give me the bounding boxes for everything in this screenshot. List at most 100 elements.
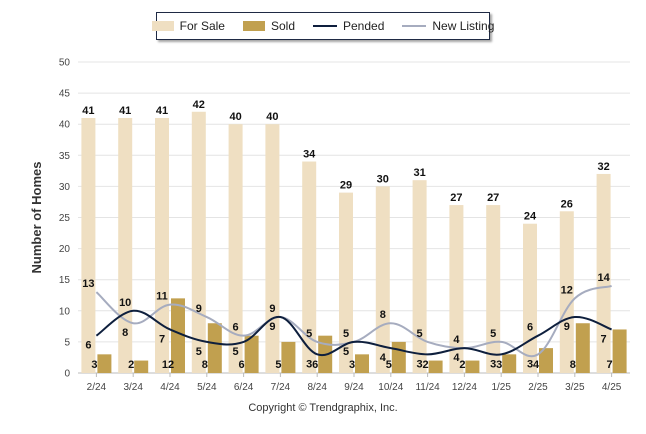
data-label-for-sale: 40	[229, 111, 241, 123]
bar-for-sale	[191, 111, 206, 373]
y-tick-label: 45	[59, 89, 71, 100]
bar-for-sale	[228, 124, 243, 373]
y-tick-label: 40	[59, 120, 71, 131]
bar-sold	[134, 360, 149, 373]
bar-for-sale	[412, 180, 427, 373]
bar-for-sale	[523, 223, 537, 373]
data-label-pended: 9	[564, 321, 570, 333]
data-label-new-listing: 4	[453, 352, 460, 364]
y-tick-label: 15	[59, 275, 71, 286]
data-label-new-listing: 5	[343, 346, 349, 358]
data-label-for-sale: 41	[82, 105, 94, 117]
data-label-for-sale: 34	[303, 149, 316, 161]
data-label-sold: 4	[533, 359, 540, 371]
data-label-for-sale: 26	[561, 198, 573, 210]
legend-item-sold: Sold	[242, 19, 295, 33]
data-label-pended: 6	[527, 322, 533, 334]
x-tick-label: 11/24	[415, 382, 440, 393]
data-label-for-sale: 27	[487, 192, 499, 204]
data-label-pended: 4	[380, 352, 387, 364]
bar-sold	[428, 360, 443, 373]
data-label-sold: 12	[162, 359, 174, 371]
data-label-for-sale: 31	[413, 167, 425, 179]
data-label-new-listing: 8	[380, 309, 386, 321]
data-label-new-listing: 5	[306, 328, 312, 340]
data-label-pended: 3	[306, 358, 312, 370]
data-label-new-listing: 6	[233, 322, 239, 334]
bar-for-sale	[339, 192, 353, 373]
y-tick-label: 0	[64, 369, 70, 380]
bar-sold	[244, 335, 259, 373]
data-label-sold: 7	[607, 359, 613, 371]
copyright-text: Copyright © Trendgraphix, Inc.	[248, 402, 398, 414]
legend-swatch-for-sale	[151, 21, 174, 31]
bar-sold	[171, 298, 185, 373]
y-axis-label: Number of Homes	[29, 162, 44, 274]
data-label-pended: 3	[417, 358, 423, 370]
x-tick-label: 5/24	[197, 382, 217, 393]
data-label-new-listing: 9	[269, 321, 275, 333]
bar-for-sale	[81, 117, 96, 373]
data-label-for-sale: 42	[193, 99, 205, 111]
data-label-sold: 2	[128, 359, 134, 371]
legend-line-new-listing	[402, 25, 427, 27]
bar-sold	[612, 329, 627, 373]
data-label-new-listing: 13	[82, 278, 94, 290]
x-tick-label: 4/24	[160, 382, 180, 393]
legend-label-for-sale: For Sale	[179, 19, 225, 33]
x-tick-label: 12/24	[452, 382, 477, 393]
data-label-pended: 7	[601, 333, 607, 345]
data-label-new-listing: 8	[122, 327, 128, 339]
x-tick-label: 4/25	[602, 382, 622, 393]
data-label-for-sale: 41	[119, 105, 131, 117]
data-label-sold: 5	[275, 359, 281, 371]
x-tick-label: 2/24	[87, 382, 107, 393]
data-label-new-listing: 5	[417, 328, 423, 340]
bar-sold	[355, 354, 369, 373]
legend-label-new-listing: New Listing	[432, 19, 495, 33]
bar-for-sale	[449, 205, 464, 373]
y-tick-label: 25	[59, 213, 71, 224]
data-label-for-sale: 24	[524, 211, 537, 223]
data-label-sold: 3	[91, 359, 97, 371]
x-tick-label: 1/25	[491, 382, 511, 393]
data-label-sold: 2	[423, 359, 429, 371]
legend-item-for-sale: For Sale	[151, 19, 225, 33]
data-label-sold: 3	[349, 359, 355, 371]
bar-for-sale	[118, 117, 133, 373]
x-tick-label: 9/24	[344, 382, 364, 393]
data-label-for-sale: 27	[450, 192, 462, 204]
legend-label-pended: Pended	[343, 19, 385, 33]
legend-line-pended	[313, 25, 337, 27]
y-tick-label: 20	[59, 244, 71, 255]
y-tick-label: 5	[64, 337, 70, 348]
bar-sold	[502, 354, 517, 373]
legend-label-sold: Sold	[270, 19, 295, 33]
x-tick-label: 6/24	[234, 382, 254, 393]
data-label-pended: 5	[196, 346, 202, 358]
x-tick-label: 3/24	[123, 382, 143, 393]
data-label-for-sale: 32	[597, 161, 609, 173]
data-label-new-listing: 3	[527, 358, 533, 370]
bar-for-sale	[559, 211, 574, 373]
data-label-sold: 6	[239, 359, 245, 371]
bar-sold	[539, 348, 553, 373]
x-tick-label: 10/24	[378, 382, 403, 393]
data-label-new-listing: 9	[196, 303, 202, 315]
legend-swatch-sold	[242, 21, 265, 31]
data-label-sold: 8	[570, 359, 576, 371]
data-label-pended: 9	[269, 303, 275, 315]
data-label-pended: 6	[85, 340, 91, 352]
y-tick-label: 50	[59, 58, 71, 69]
data-label-for-sale: 29	[340, 180, 352, 192]
data-label-sold: 5	[386, 359, 392, 371]
bar-sold	[97, 354, 112, 373]
bar-for-sale	[486, 205, 501, 373]
data-label-sold: 2	[459, 359, 465, 371]
x-tick-label: 2/25	[528, 382, 548, 393]
y-tick-label: 35	[59, 151, 71, 162]
data-label-sold: 6	[312, 359, 318, 371]
x-tick-label: 7/24	[271, 382, 291, 393]
x-tick-label: 8/24	[307, 382, 327, 393]
